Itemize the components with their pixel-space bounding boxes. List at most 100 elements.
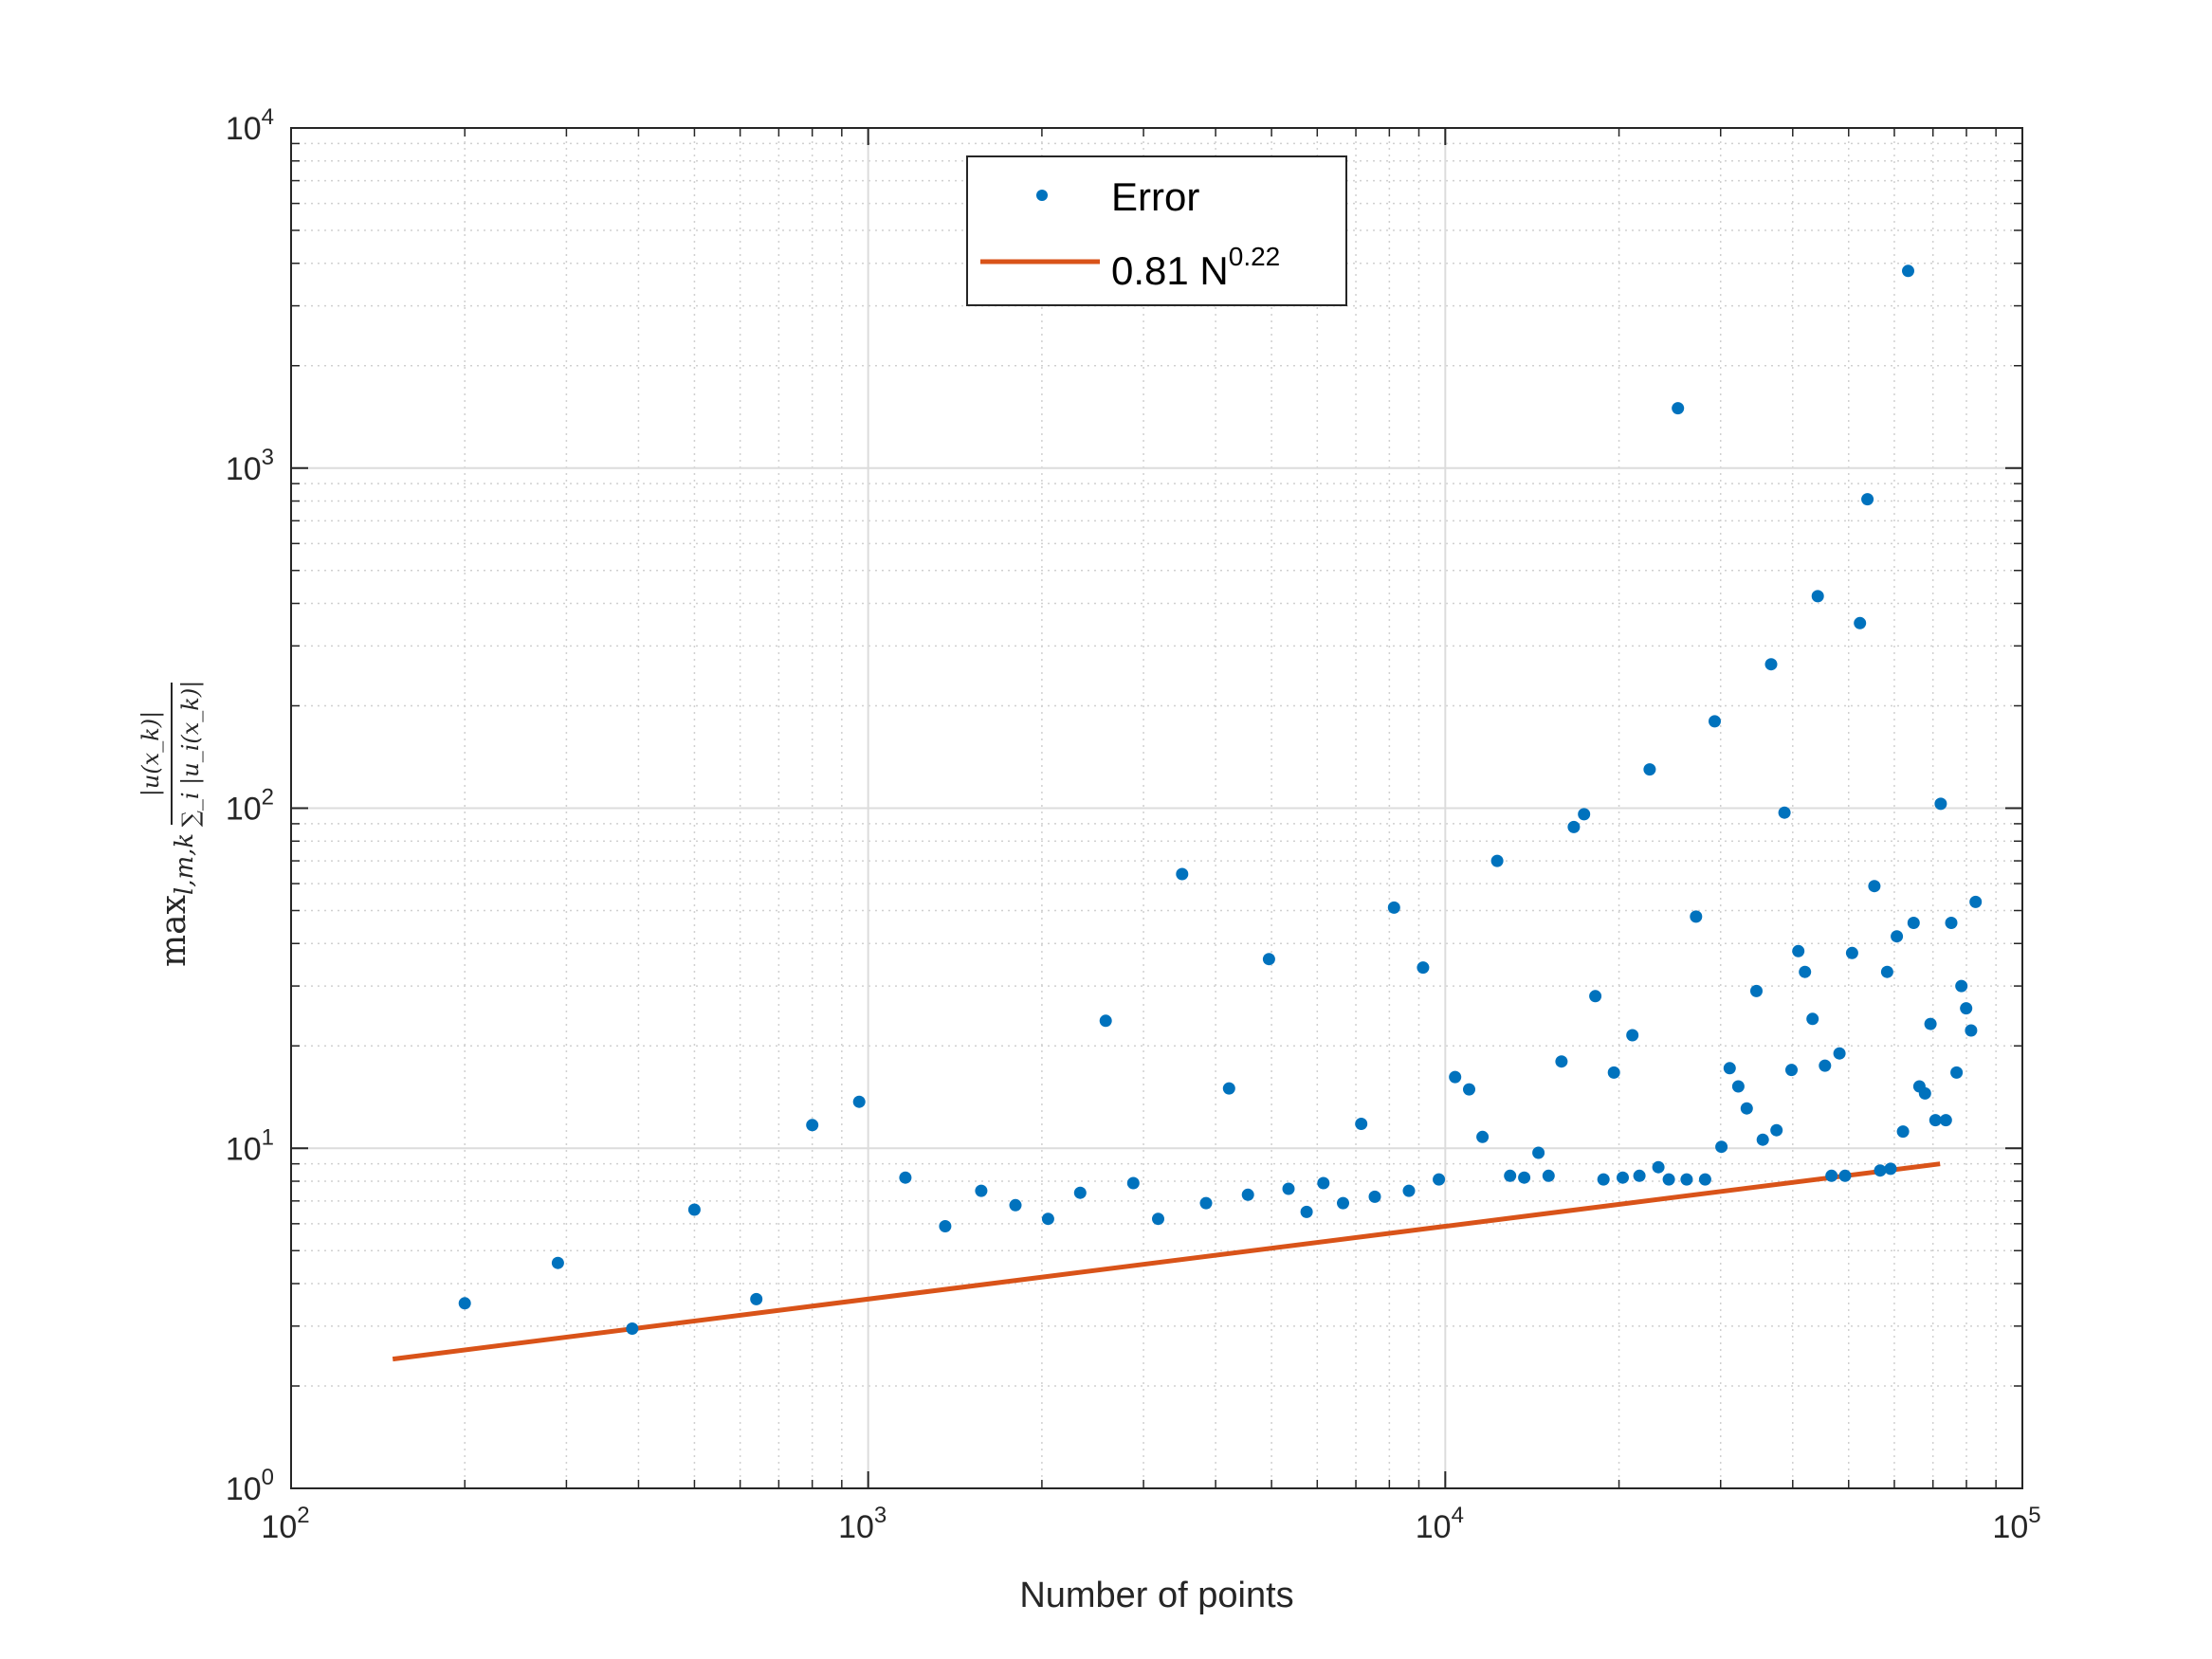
y-tick-label: 104: [226, 104, 274, 147]
y-axis-label-denominator: ∑_i |u_i(x_k)|: [177, 681, 205, 828]
error-point: [1880, 965, 1893, 978]
error-point: [1617, 1171, 1629, 1184]
error-point: [1317, 1176, 1330, 1190]
y-tick-label-base: 10: [226, 1131, 262, 1167]
y-tick-label-base: 10: [226, 451, 262, 487]
error-point: [1073, 1186, 1087, 1199]
error-point: [1929, 1114, 1942, 1127]
fit-line: [392, 1161, 1941, 1362]
error-point: [1490, 854, 1504, 867]
y-axis-label-numerator: |u(x_k)|: [137, 711, 165, 796]
y-tick-label-base: 10: [226, 792, 262, 828]
y-tick-label: 100: [226, 1465, 274, 1507]
error-point: [1518, 1171, 1531, 1184]
error-point: [1806, 1012, 1819, 1026]
y-axis-label-subscript: l,m,k: [171, 833, 199, 895]
error-point: [626, 1322, 639, 1335]
error-point: [1902, 264, 1914, 278]
error-point: [899, 1171, 912, 1184]
error-point: [1918, 1086, 1931, 1100]
y-tick-label-base: 10: [226, 111, 262, 147]
error-point: [1607, 1066, 1620, 1079]
x-tick-labels: 102 103 104 105: [261, 1503, 2040, 1545]
error-point: [1662, 1173, 1675, 1186]
y-tick-label-exponent: 0: [262, 1465, 274, 1490]
error-point: [1884, 1162, 1897, 1176]
error-point: [1891, 930, 1904, 943]
error-point: [1778, 806, 1791, 819]
error-point: [1740, 1102, 1753, 1115]
error-point: [1152, 1212, 1164, 1226]
error-point: [852, 1095, 866, 1108]
fit-line-layer: [392, 1161, 1941, 1362]
error-point: [1845, 946, 1858, 959]
y-axis-label-prefix: max: [155, 895, 193, 967]
error-point: [1680, 1173, 1693, 1186]
y-tick-label-exponent: 3: [262, 445, 274, 470]
error-point: [1126, 1176, 1140, 1190]
error-point: [1799, 965, 1812, 978]
error-point: [1672, 402, 1685, 415]
error-point: [1417, 961, 1430, 975]
error-point: [1368, 1190, 1381, 1203]
x-axis-label: Number of points: [1019, 1576, 1293, 1615]
error-point: [1643, 763, 1656, 776]
legend: Error 0.81 N0.22: [966, 155, 1347, 306]
error-point: [1785, 1064, 1798, 1077]
error-point: [1792, 944, 1805, 957]
error-point: [1433, 1173, 1446, 1186]
x-tick-label-exponent: 2: [297, 1503, 309, 1528]
error-point: [1355, 1118, 1368, 1130]
error-point: [1955, 979, 1968, 993]
error-point: [1819, 1059, 1832, 1072]
error-point: [1567, 820, 1581, 833]
x-tick-label: 104: [1416, 1503, 1464, 1545]
x-tick-label-exponent: 4: [1452, 1503, 1464, 1528]
error-point: [1868, 880, 1881, 893]
error-point: [1874, 1164, 1887, 1177]
x-tick-label-base: 10: [261, 1509, 297, 1545]
error-point: [1698, 1173, 1711, 1186]
error-point: [1463, 1083, 1475, 1096]
legend-error-marker: [1036, 190, 1048, 201]
error-point: [1811, 590, 1824, 603]
error-point: [1731, 1080, 1745, 1093]
error-point: [1241, 1188, 1254, 1201]
error-point: [975, 1184, 988, 1197]
error-point: [1555, 1055, 1568, 1068]
plot-area: [290, 127, 2023, 1489]
x-tick-label-base: 10: [838, 1509, 874, 1545]
error-point: [1723, 1062, 1736, 1075]
y-tick-label-exponent: 4: [262, 104, 274, 130]
error-point: [1199, 1196, 1213, 1210]
error-point: [1833, 1047, 1846, 1060]
svg-text:maxl,m,k: maxl,m,k: [155, 833, 199, 967]
error-point: [1715, 1140, 1728, 1154]
error-point: [1626, 1029, 1639, 1042]
y-tick-label-base: 10: [226, 1471, 262, 1507]
y-axis-label: maxl,m,k |u(x_k)| ∑_i |u_i(x_k)|: [137, 681, 205, 967]
error-point: [1633, 1169, 1646, 1182]
error-point: [1924, 1017, 1937, 1030]
y-tick-label-exponent: 1: [262, 1124, 274, 1150]
error-point: [1756, 1133, 1769, 1146]
error-point: [1960, 1002, 1973, 1015]
error-points-layer: [458, 264, 1983, 1335]
error-point: [1009, 1198, 1022, 1212]
error-point: [1476, 1130, 1490, 1143]
error-point: [1907, 917, 1920, 929]
error-point: [1861, 493, 1874, 506]
error-point: [1041, 1212, 1054, 1226]
error-point: [1896, 1125, 1910, 1139]
error-point: [1589, 990, 1602, 1003]
error-point: [1934, 797, 1947, 811]
error-point: [1854, 616, 1867, 629]
error-point: [1402, 1184, 1416, 1197]
error-point: [806, 1119, 819, 1132]
error-point: [1750, 984, 1763, 997]
error-point: [1300, 1205, 1313, 1218]
error-point: [1387, 901, 1400, 914]
x-tick-label-base: 10: [1416, 1509, 1452, 1545]
error-point: [1825, 1169, 1838, 1182]
